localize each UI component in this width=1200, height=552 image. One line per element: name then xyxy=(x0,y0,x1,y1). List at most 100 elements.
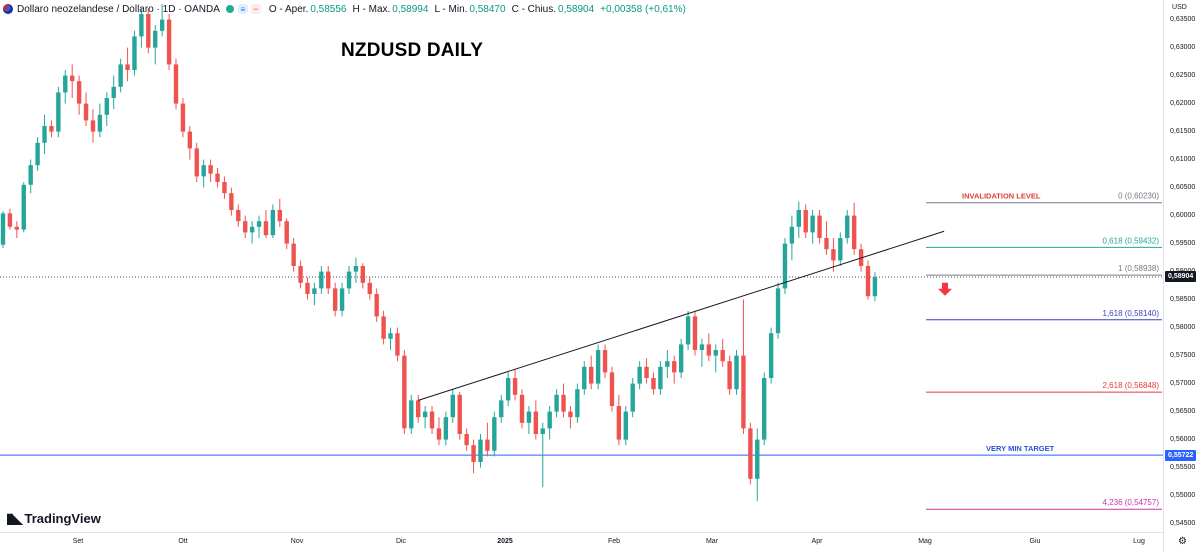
candle-body xyxy=(243,221,248,233)
sell-icon[interactable]: − xyxy=(250,4,261,14)
symbol-name[interactable]: Dollaro neozelandese / Dollaro · 1D · OA… xyxy=(17,3,220,15)
fib-levels xyxy=(0,202,1163,510)
candle-body xyxy=(803,210,808,233)
candle-body xyxy=(595,350,601,384)
x-tick-label: Ott xyxy=(178,538,188,545)
y-tick-label: 0,63000 xyxy=(1170,43,1196,51)
y-tick-label: 0,61000 xyxy=(1170,155,1196,163)
tradingview-logo[interactable]: ▮◣ TradingView xyxy=(6,510,101,527)
x-tick-label: Lug xyxy=(1133,538,1145,545)
y-tick-label: 0,59500 xyxy=(1170,239,1196,247)
y-tick-label: 0,55500 xyxy=(1170,463,1196,471)
candle-body xyxy=(755,439,760,479)
candle-body xyxy=(762,378,767,440)
candle-body xyxy=(402,355,407,429)
candle-body xyxy=(63,75,68,93)
buy-icon[interactable]: ≡ xyxy=(237,4,248,14)
down-arrow-icon xyxy=(938,282,952,296)
candle-body xyxy=(872,277,878,297)
last-price-badge: 0,58904 xyxy=(1165,271,1197,283)
candle-body xyxy=(630,383,635,412)
candle-body xyxy=(346,271,352,289)
candle-body xyxy=(526,411,532,423)
candle-body xyxy=(865,266,871,297)
currency-label[interactable]: USD xyxy=(1172,4,1187,11)
candle-body xyxy=(236,210,241,222)
candle-body xyxy=(464,434,469,446)
candle-body xyxy=(104,98,109,115)
candle-body xyxy=(367,282,372,294)
candle-body xyxy=(395,333,400,356)
candle-body xyxy=(699,344,705,350)
candle-body xyxy=(305,282,310,294)
y-tick-label: 0,63500 xyxy=(1170,15,1196,23)
candle-body xyxy=(222,182,227,194)
candle-body xyxy=(775,288,781,334)
target-label: VERY MIN TARGET xyxy=(986,444,1055,453)
candle-body xyxy=(360,266,366,283)
candle-body xyxy=(720,350,725,362)
candle-body xyxy=(28,165,33,185)
candle-body xyxy=(118,64,123,87)
x-tick-label: Giu xyxy=(1029,538,1041,545)
y-tick-label: 0,58000 xyxy=(1170,323,1196,331)
gear-icon[interactable]: ⚙ xyxy=(1178,536,1187,547)
candle-body xyxy=(450,394,455,418)
candle-body xyxy=(132,36,137,70)
candle-body xyxy=(824,238,829,250)
candle-body xyxy=(256,221,262,227)
candle-body xyxy=(90,120,96,132)
candle-body xyxy=(831,249,836,261)
candle-body xyxy=(713,350,718,356)
y-tick-label: 0,57000 xyxy=(1170,379,1196,387)
y-tick-label: 0,54500 xyxy=(1170,519,1196,527)
candle-body xyxy=(153,30,158,48)
candle-body xyxy=(519,394,525,423)
candle-body xyxy=(651,378,656,390)
candle-body xyxy=(173,64,179,104)
price-chart[interactable]: 0 (0,60230) 0,618 (0,59432) 1 (0,58938) 1,6… xyxy=(0,0,1163,532)
candle-body xyxy=(568,411,573,418)
candle-body xyxy=(492,417,497,451)
y-tick-label: 0,56500 xyxy=(1170,407,1196,415)
candle-body xyxy=(741,355,746,429)
x-tick-label: Mag xyxy=(918,538,932,545)
candle-body xyxy=(319,271,324,289)
close-label: C - Chius. xyxy=(511,3,557,15)
change-value: +0,00358 (+0,61%) xyxy=(600,3,686,15)
candle-body xyxy=(540,428,545,434)
candle-body xyxy=(229,193,234,210)
candle-body xyxy=(485,439,490,451)
candle-body xyxy=(208,165,213,174)
y-tick-label: 0,62500 xyxy=(1170,71,1196,79)
candle-body xyxy=(512,378,518,395)
candle-body xyxy=(374,294,379,317)
time-axis[interactable]: Set Ott Nov Dic 2025 Feb Mar Apr Mag Giu Lug xyxy=(0,532,1163,552)
candle-body xyxy=(748,428,753,479)
candle-body xyxy=(637,366,642,384)
candle-body xyxy=(201,165,206,177)
price-axis[interactable]: USD 0,54500 0,55000 0,55500 0,56000 0,56500 0… xyxy=(1163,0,1200,552)
candle-body xyxy=(215,173,220,182)
logo-text: TradingView xyxy=(24,511,101,526)
candle-body xyxy=(194,148,199,177)
candle-body xyxy=(582,366,587,390)
y-tick-label: 0,56000 xyxy=(1170,435,1196,443)
candle-body xyxy=(159,19,165,31)
candle-body xyxy=(422,411,428,418)
x-tick-label: Dic xyxy=(395,538,407,545)
candle-body xyxy=(589,366,594,384)
candle-body xyxy=(249,226,255,233)
candle-body xyxy=(554,394,559,412)
candle-body xyxy=(326,271,331,289)
candle-body xyxy=(845,215,850,238)
drawing-overlay: 0 (0,60230) 0,618 (0,59432) 1 (0,58938) 1,6… xyxy=(418,192,1159,507)
candle-body xyxy=(665,361,670,367)
candle-body xyxy=(478,439,483,462)
candle-body xyxy=(388,333,393,339)
candle-body xyxy=(734,355,739,390)
x-tick-label: Nov xyxy=(290,538,304,545)
candle-body xyxy=(187,131,193,149)
candle-body xyxy=(457,394,462,434)
